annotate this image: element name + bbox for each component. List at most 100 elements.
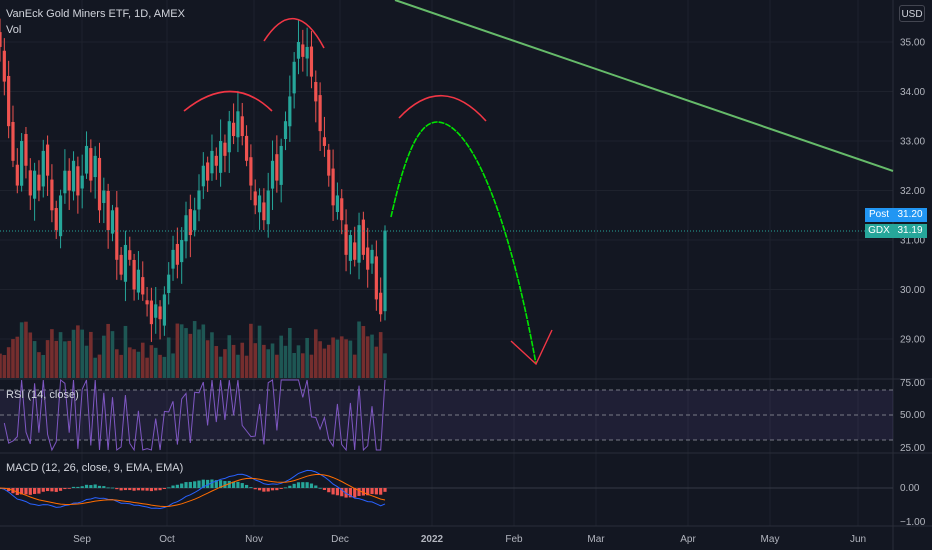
candle-body: [257, 195, 262, 213]
symbol-price-tag: GDX 31.19: [865, 224, 927, 238]
macd-histogram-bar: [292, 483, 296, 488]
volume-bar: [279, 335, 283, 378]
candle-body: [331, 168, 335, 206]
candle-body: [249, 157, 253, 186]
volume-bar: [352, 354, 357, 378]
macd-histogram-bar: [253, 488, 257, 490]
candle-body: [366, 247, 370, 270]
candle-body: [188, 209, 192, 236]
macd-tick-label: 0.00: [900, 483, 920, 494]
volume-bar: [253, 343, 258, 378]
volume-bar: [58, 332, 63, 378]
macd-histogram-bar: [33, 488, 37, 494]
candle-body: [154, 304, 158, 318]
volume-bar: [192, 321, 197, 378]
candle-body: [314, 81, 318, 102]
macd-histogram-bar: [327, 488, 331, 493]
macd-histogram-bar: [97, 485, 102, 488]
candle-body: [67, 170, 71, 191]
arc-drawing-1[interactable]: [183, 90, 273, 112]
candle-body: [223, 142, 227, 156]
volume-legend[interactable]: Vol: [6, 24, 22, 36]
currency-badge[interactable]: USD: [899, 5, 925, 22]
candle-body: [110, 210, 115, 234]
macd-histogram-bar: [335, 488, 340, 496]
macd-histogram-bar: [270, 488, 275, 491]
macd-histogram-bar: [344, 488, 348, 498]
macd-histogram-bar: [24, 488, 28, 495]
macd-histogram-bar: [257, 488, 262, 491]
macd-histogram-bar: [206, 479, 210, 488]
candle-body: [283, 121, 288, 140]
trendline-drawing[interactable]: [394, 0, 894, 172]
candle-body: [119, 254, 123, 275]
candle-body: [54, 208, 58, 231]
candle-body: [201, 165, 205, 187]
volume-bar: [266, 349, 271, 378]
volume-bar: [50, 329, 54, 378]
volume-bar: [140, 342, 145, 378]
macd-histogram-bar: [154, 488, 158, 491]
volume-bar: [313, 329, 318, 378]
candle-body: [279, 145, 283, 185]
macd-histogram-bar: [314, 485, 318, 488]
candle-body: [158, 306, 162, 320]
volume-bar: [361, 326, 366, 378]
macd-histogram-bar: [340, 488, 344, 497]
volume-bar: [106, 323, 110, 378]
macd-histogram-bar: [54, 488, 58, 492]
candle-body: [219, 141, 223, 173]
rsi-legend[interactable]: RSI (14, close): [6, 389, 79, 401]
macd-histogram-bar: [115, 488, 119, 490]
macd-histogram-bar: [175, 484, 179, 488]
volume-bar: [236, 354, 240, 378]
arc-drawing-2[interactable]: [263, 17, 325, 49]
macd-histogram-bar: [119, 488, 123, 491]
volume-bar: [339, 336, 344, 378]
axes: 35.00 34.00 33.00 32.00 31.00 30.00 29.00 Sep Oc…: [73, 38, 926, 546]
candle-body: [197, 190, 201, 210]
volume-bar: [201, 324, 206, 378]
volume-bar: [97, 354, 102, 378]
candle-body: [379, 292, 383, 315]
volume-bar: [6, 347, 11, 378]
candle-body: [370, 249, 374, 264]
x-tick-label: Mar: [587, 534, 605, 545]
projection-curve[interactable]: [390, 121, 537, 365]
macd-histogram-bar: [162, 488, 166, 489]
volume-bar: [344, 339, 348, 378]
volume-bar: [28, 332, 33, 378]
volume-bar: [205, 340, 210, 378]
macd-histogram-bar: [132, 488, 136, 491]
symbol-value: 31.19: [897, 225, 923, 236]
macd-histogram-bar: [244, 484, 249, 488]
candlesticks[interactable]: [0, 18, 387, 342]
volume-bar: [179, 324, 184, 378]
macd-histogram-bar: [283, 487, 288, 489]
macd-histogram-bar: [141, 488, 145, 491]
x-tick-label: May: [761, 534, 780, 545]
arc-drawing-3[interactable]: [398, 95, 487, 122]
x-tick-label: Nov: [245, 534, 263, 545]
volume-bar: [175, 323, 180, 378]
volume-bar: [76, 325, 80, 378]
volume-bar: [383, 353, 387, 378]
x-tick-label: Oct: [159, 534, 175, 545]
symbol-legend[interactable]: VanEck Gold Miners ETF, 1D, AMEX: [6, 8, 185, 20]
candle-body: [106, 190, 110, 231]
x-tick-label: Feb: [505, 534, 523, 545]
volume-bar: [283, 345, 288, 378]
x-tick-label: Dec: [331, 534, 349, 545]
macd-legend[interactable]: MACD (12, 26, close, 9, EMA, EMA): [6, 462, 184, 474]
macd-histogram-bar: [37, 488, 41, 494]
y-tick-label: 35.00: [900, 38, 925, 49]
y-tick-label: 33.00: [900, 137, 925, 148]
candle-body: [20, 141, 24, 186]
volume-bar: [119, 354, 123, 378]
volume-bar: [292, 352, 296, 378]
macd-histogram-bar: [71, 486, 76, 488]
candle-body: [41, 150, 45, 187]
candle-body: [128, 250, 132, 260]
